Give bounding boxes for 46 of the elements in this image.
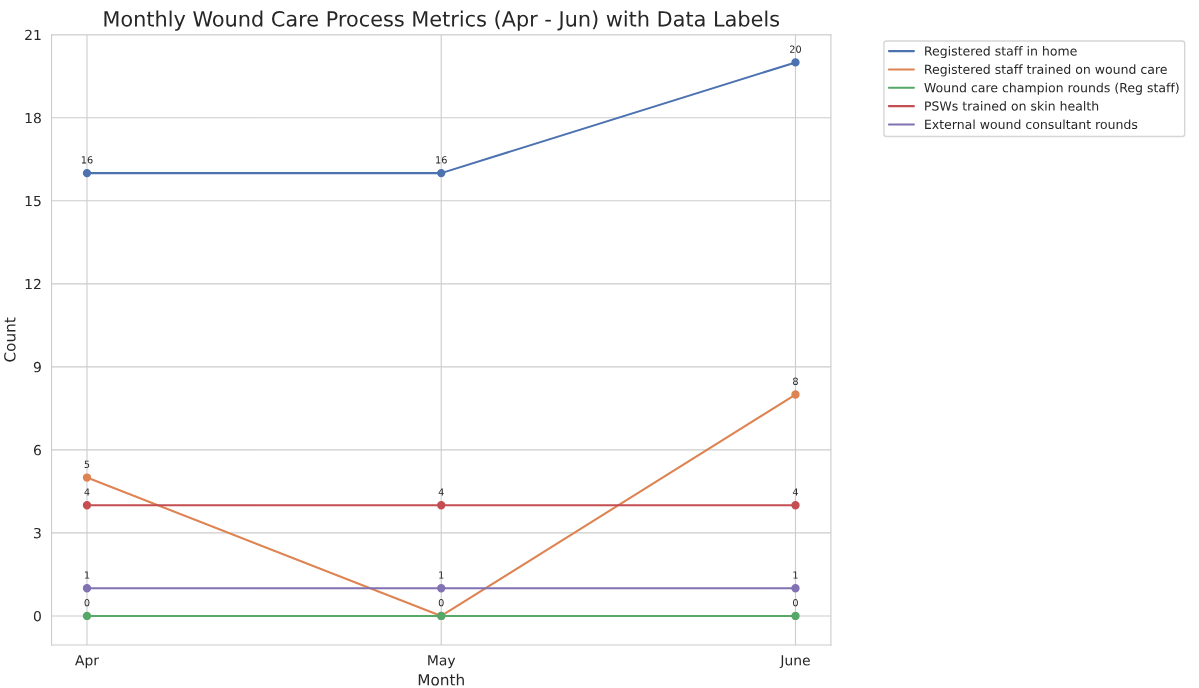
point — [437, 501, 446, 510]
y-tick-label: 21 — [25, 29, 41, 41]
chart-title: Monthly Wound Care Process Metrics (Apr - Jun) with Data Labels — [104, 10, 780, 31]
data-label: 0 — [84, 599, 90, 607]
x-tick-label: June — [779, 655, 810, 669]
legend-label: Registered staff trained on wound care — [925, 64, 1167, 77]
x-axis-title: Month — [418, 673, 464, 686]
point — [791, 584, 800, 593]
y-tick-label: 0 — [33, 610, 41, 622]
data-label: 16 — [436, 156, 447, 164]
point — [437, 584, 446, 593]
point — [791, 501, 800, 510]
data-label: 16 — [81, 156, 93, 164]
data-label: 1 — [439, 571, 444, 579]
data-label: 4 — [438, 488, 444, 496]
y-tick-label: 18 — [25, 112, 41, 124]
legend-label: PSWs trained on skin health — [925, 101, 1099, 111]
data-label: 1 — [84, 571, 90, 579]
point — [791, 611, 800, 621]
data-label: 4 — [84, 488, 90, 496]
legend-label: Registered staff in home — [925, 45, 1077, 59]
point — [82, 473, 92, 482]
data-label: 5 — [84, 460, 90, 468]
point — [791, 390, 800, 399]
data-label: 4 — [792, 488, 799, 496]
point — [437, 168, 446, 178]
x-tick-label: Apr — [75, 655, 99, 669]
point — [791, 58, 800, 67]
y-tick-label: 6 — [33, 444, 41, 456]
data-label: 8 — [793, 377, 798, 385]
data-label: 20 — [790, 45, 802, 53]
point — [82, 611, 92, 621]
point — [82, 501, 92, 510]
data-label: 1 — [793, 571, 798, 579]
y-tick-label: 15 — [25, 195, 41, 207]
y-tick-label: 12 — [25, 278, 41, 290]
point — [82, 168, 92, 178]
y-tick-label: 3 — [34, 527, 41, 539]
y-tick-label: 9 — [33, 361, 41, 373]
data-label: 0 — [438, 599, 444, 607]
legend-label: Wound care champion rounds (Reg staff) — [924, 82, 1179, 95]
x-tick-label: May — [428, 655, 456, 669]
legend-label: External wound consultant rounds — [925, 119, 1138, 130]
data-label: 0 — [793, 599, 798, 607]
y-axis-title: Count — [4, 317, 16, 362]
point — [82, 584, 92, 593]
